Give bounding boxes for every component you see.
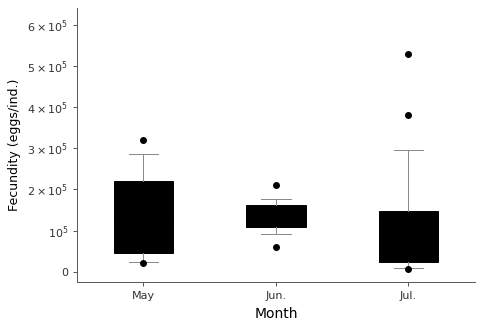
PathPatch shape — [379, 211, 438, 262]
X-axis label: Month: Month — [254, 307, 298, 321]
Y-axis label: Fecundity (eggs/ind.): Fecundity (eggs/ind.) — [8, 79, 21, 212]
PathPatch shape — [246, 205, 306, 226]
PathPatch shape — [114, 181, 173, 253]
